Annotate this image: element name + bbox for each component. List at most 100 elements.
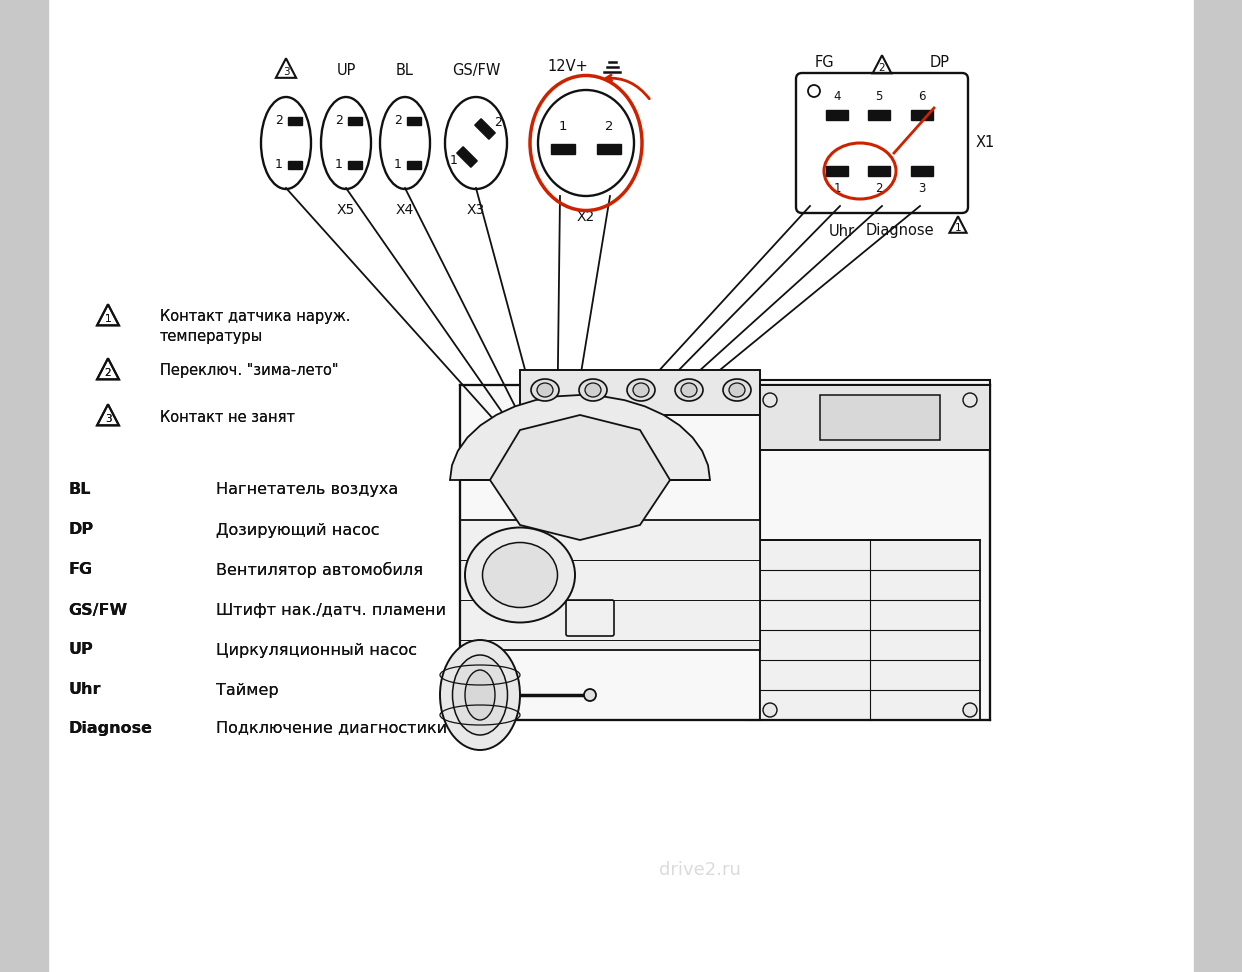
Text: Таймер: Таймер <box>216 682 278 698</box>
Text: 5: 5 <box>876 90 883 103</box>
Text: drive2.ru: drive2.ru <box>660 861 741 879</box>
Ellipse shape <box>681 383 697 397</box>
Bar <box>910 110 933 120</box>
Text: X3: X3 <box>467 203 486 217</box>
Text: 3: 3 <box>918 183 925 195</box>
Ellipse shape <box>723 379 751 401</box>
Text: 6: 6 <box>918 90 925 103</box>
Polygon shape <box>748 380 990 720</box>
Text: 2: 2 <box>605 121 614 133</box>
Text: FG: FG <box>68 563 92 577</box>
Text: BL: BL <box>68 482 91 498</box>
Text: Штифт нак./датч. пламени: Штифт нак./датч. пламени <box>216 603 446 617</box>
Text: температуры: температуры <box>160 329 263 343</box>
Text: 3: 3 <box>104 414 112 424</box>
Circle shape <box>763 393 777 407</box>
Polygon shape <box>520 370 760 415</box>
Bar <box>597 144 621 154</box>
Text: 1: 1 <box>559 121 568 133</box>
Text: FG: FG <box>68 563 92 577</box>
Text: 1: 1 <box>104 314 112 324</box>
Bar <box>348 161 361 169</box>
Bar <box>407 161 421 169</box>
Text: UP: UP <box>68 642 93 657</box>
Text: Нагнетатель воздуха: Нагнетатель воздуха <box>216 482 399 498</box>
Text: X1: X1 <box>976 135 995 151</box>
Text: 2: 2 <box>494 117 502 129</box>
Text: Циркуляционный насос: Циркуляционный насос <box>216 642 417 657</box>
Polygon shape <box>760 540 980 720</box>
Ellipse shape <box>532 379 559 401</box>
Text: DP: DP <box>68 523 93 538</box>
Text: 2: 2 <box>878 63 886 73</box>
Ellipse shape <box>465 528 575 622</box>
Circle shape <box>763 703 777 717</box>
Bar <box>474 119 496 139</box>
Bar <box>288 117 302 125</box>
Text: X4: X4 <box>396 203 414 217</box>
Text: Дозирующий насос: Дозирующий насос <box>216 523 380 538</box>
Circle shape <box>963 393 977 407</box>
Text: Нагнетатель воздуха: Нагнетатель воздуха <box>216 482 399 498</box>
Bar <box>457 147 477 167</box>
Ellipse shape <box>585 383 601 397</box>
Text: 1: 1 <box>833 183 841 195</box>
Text: Штифт нак./датч. пламени: Штифт нак./датч. пламени <box>216 603 446 617</box>
Bar <box>551 144 575 154</box>
Text: 1: 1 <box>335 158 343 171</box>
Text: UP: UP <box>337 63 355 79</box>
Ellipse shape <box>584 689 596 701</box>
Text: BL: BL <box>68 482 91 498</box>
Text: 1: 1 <box>276 158 283 171</box>
Bar <box>910 166 933 176</box>
Text: Переключ. "зима-лето": Переключ. "зима-лето" <box>160 364 339 378</box>
Ellipse shape <box>482 542 558 608</box>
Text: GS/FW: GS/FW <box>452 63 501 79</box>
Text: 2: 2 <box>104 368 112 378</box>
Text: GS/FW: GS/FW <box>68 603 127 617</box>
Circle shape <box>963 703 977 717</box>
Text: 2: 2 <box>104 368 112 378</box>
Bar <box>288 161 302 169</box>
Text: температуры: температуры <box>160 329 263 343</box>
Ellipse shape <box>440 640 520 750</box>
Text: Переключ. "зима-лето": Переключ. "зима-лето" <box>160 364 339 378</box>
Text: X2: X2 <box>576 210 595 224</box>
Text: X5: X5 <box>337 203 355 217</box>
Text: Diagnose: Diagnose <box>866 224 934 238</box>
Polygon shape <box>491 415 669 540</box>
Bar <box>826 110 848 120</box>
Polygon shape <box>760 385 990 450</box>
Text: 2: 2 <box>394 115 402 127</box>
Ellipse shape <box>633 383 650 397</box>
Ellipse shape <box>452 655 508 735</box>
Text: Uhr: Uhr <box>828 224 854 238</box>
Polygon shape <box>460 385 760 720</box>
Ellipse shape <box>627 379 655 401</box>
Ellipse shape <box>729 383 745 397</box>
Text: Таймер: Таймер <box>216 682 278 698</box>
Text: 3: 3 <box>283 67 289 77</box>
Text: 1: 1 <box>955 223 961 233</box>
Text: Вентилятор автомобиля: Вентилятор автомобиля <box>216 562 424 578</box>
Text: Diagnose: Diagnose <box>68 720 152 736</box>
Text: DP: DP <box>68 523 93 538</box>
Bar <box>868 166 891 176</box>
Text: UP: UP <box>68 642 93 657</box>
Text: Diagnose: Diagnose <box>68 720 152 736</box>
Text: BL: BL <box>396 63 414 79</box>
Text: Контакт не занят: Контакт не занят <box>160 409 294 425</box>
Text: Uhr: Uhr <box>68 682 101 698</box>
Polygon shape <box>820 395 940 440</box>
Text: 2: 2 <box>335 115 343 127</box>
Text: 1: 1 <box>394 158 402 171</box>
Ellipse shape <box>465 670 496 720</box>
Text: FG: FG <box>815 55 833 71</box>
Text: 2: 2 <box>276 115 283 127</box>
Bar <box>0 0 48 972</box>
Bar <box>868 110 891 120</box>
Text: Контакт не занят: Контакт не занят <box>160 409 294 425</box>
Ellipse shape <box>537 383 553 397</box>
Text: 1: 1 <box>450 155 458 167</box>
Text: 2: 2 <box>876 183 883 195</box>
